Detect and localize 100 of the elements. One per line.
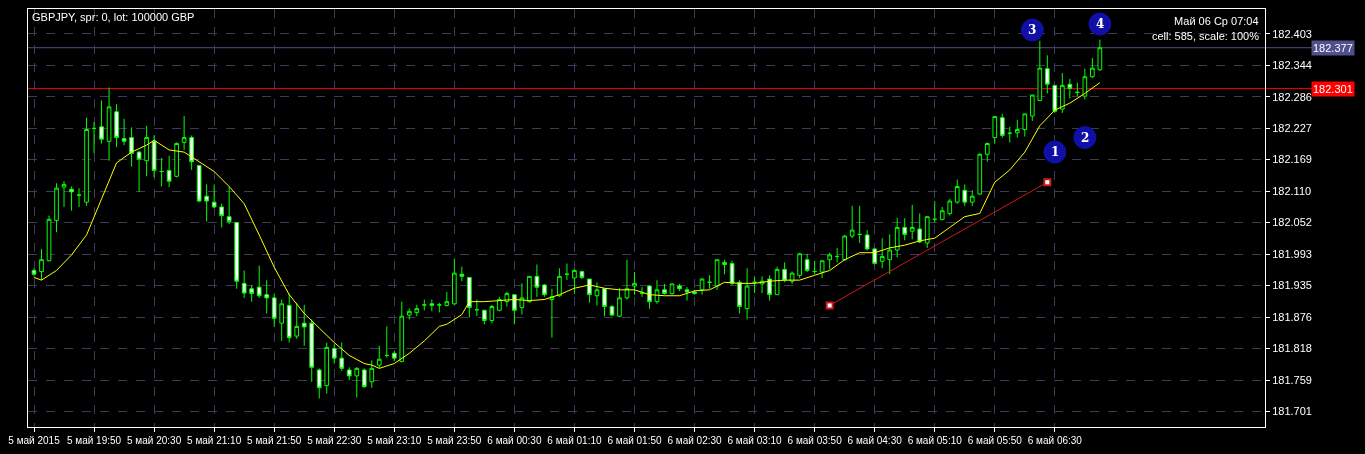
candlestick — [534, 264, 540, 298]
candlestick — [1052, 84, 1058, 114]
candlestick — [714, 259, 720, 291]
candlestick — [654, 279, 660, 305]
candlestick — [624, 259, 630, 300]
candlestick — [129, 126, 134, 168]
candlestick — [909, 204, 915, 240]
y-tick-label: 181.818 — [1272, 342, 1312, 355]
x-tick-label: 6 май 03:10 — [727, 435, 783, 446]
candlestick — [459, 266, 465, 282]
candlestick — [204, 183, 209, 222]
x-tick-label: 6 май 01:50 — [607, 435, 663, 446]
candlestick — [376, 345, 382, 369]
candlestick — [737, 279, 742, 314]
candlestick — [879, 237, 885, 269]
candlestick — [286, 293, 292, 344]
candlestick — [744, 267, 750, 320]
candlestick — [497, 296, 502, 312]
candlestick — [894, 217, 900, 259]
x-tick-label: 5 май 19:50 — [66, 435, 122, 446]
candlestick — [549, 288, 555, 339]
ref-line-label: 182.301 — [1313, 83, 1353, 95]
candlestick — [174, 141, 179, 178]
annotation: 3 — [1028, 23, 1037, 37]
candlestick — [1082, 68, 1088, 100]
candlestick — [1067, 78, 1073, 99]
candlestick — [421, 299, 427, 311]
y-tick-label: 181.876 — [1272, 311, 1312, 324]
x-tick-label: 6 май 00:30 — [487, 435, 542, 446]
candlestick — [234, 222, 240, 290]
annotation: cell: 585, scale: 100% — [1152, 30, 1260, 42]
candlestick — [857, 205, 863, 244]
candlestick — [1044, 54, 1050, 94]
candlestick — [414, 304, 420, 317]
y-tick-label: 181.701 — [1272, 405, 1312, 418]
candlestick — [752, 275, 757, 294]
candlestick — [189, 134, 194, 171]
x-tick-label: 5 май 23:50 — [427, 435, 482, 446]
candlestick — [256, 265, 262, 299]
y-tick-label: 181.759 — [1272, 374, 1312, 387]
candlestick — [774, 266, 780, 296]
y-tick-label: 181.935 — [1272, 279, 1312, 292]
candlestick — [151, 134, 157, 178]
candlestick — [99, 99, 104, 144]
x-tick-label: 5 май 21:10 — [187, 435, 242, 446]
candlestick — [211, 183, 217, 209]
candlestick — [579, 269, 585, 280]
candlestick — [962, 183, 968, 207]
candlestick — [902, 217, 908, 241]
candlestick — [1014, 119, 1020, 139]
x-tick-label: 5 май 20:30 — [127, 435, 182, 446]
candlestick — [932, 200, 938, 224]
candlestick — [1060, 72, 1065, 114]
candlestick — [1022, 113, 1028, 137]
annotation: 2 — [1081, 131, 1090, 145]
candlestick — [1007, 126, 1013, 143]
candlestick — [1029, 94, 1035, 122]
candlestick — [39, 248, 44, 281]
x-tick-label: 6 май 01:10 — [547, 435, 602, 446]
y-tick-label: 182.286 — [1272, 90, 1312, 103]
x-tick-label: 6 май 03:50 — [787, 435, 843, 446]
candlestick — [617, 287, 622, 318]
candlestick — [527, 275, 532, 304]
y-tick-label: 182.052 — [1272, 216, 1312, 229]
candlestick — [406, 308, 412, 320]
y-tick-label: 182.110 — [1272, 185, 1312, 198]
candlestick — [557, 267, 562, 298]
candlestick — [294, 302, 300, 340]
candlestick — [301, 304, 307, 347]
candlestick — [819, 260, 825, 279]
candlestick — [46, 215, 52, 262]
candlestick — [279, 299, 285, 342]
candlestick — [924, 216, 930, 249]
candlestick — [992, 115, 998, 144]
x-tick-label: 6 май 06:30 — [1027, 435, 1083, 446]
candlestick — [797, 252, 802, 279]
candlestick — [384, 325, 390, 359]
candlestick — [864, 229, 870, 252]
candlestick — [947, 198, 953, 217]
candlestick — [474, 299, 480, 317]
candlestick — [1075, 82, 1080, 97]
candlestick — [684, 286, 690, 302]
candlestick — [632, 271, 637, 296]
candlestick — [159, 157, 164, 188]
candlestick — [241, 269, 247, 299]
candlestick — [677, 283, 682, 292]
candlestick — [467, 276, 472, 318]
candlestick — [369, 359, 375, 389]
x-tick-label: 5 май 2015 — [8, 435, 61, 446]
y-tick-label: 182.403 — [1272, 27, 1312, 40]
candlestick — [977, 152, 983, 196]
candlestick — [707, 274, 712, 290]
candlestick — [31, 267, 37, 277]
candlestick — [984, 141, 990, 163]
candlestick — [361, 367, 367, 389]
candlestick — [144, 125, 149, 177]
x-tick-label: 5 май 21:50 — [247, 435, 302, 446]
y-tick-label: 182.169 — [1272, 153, 1312, 166]
candlestick — [249, 284, 255, 303]
candlestick — [166, 155, 172, 188]
